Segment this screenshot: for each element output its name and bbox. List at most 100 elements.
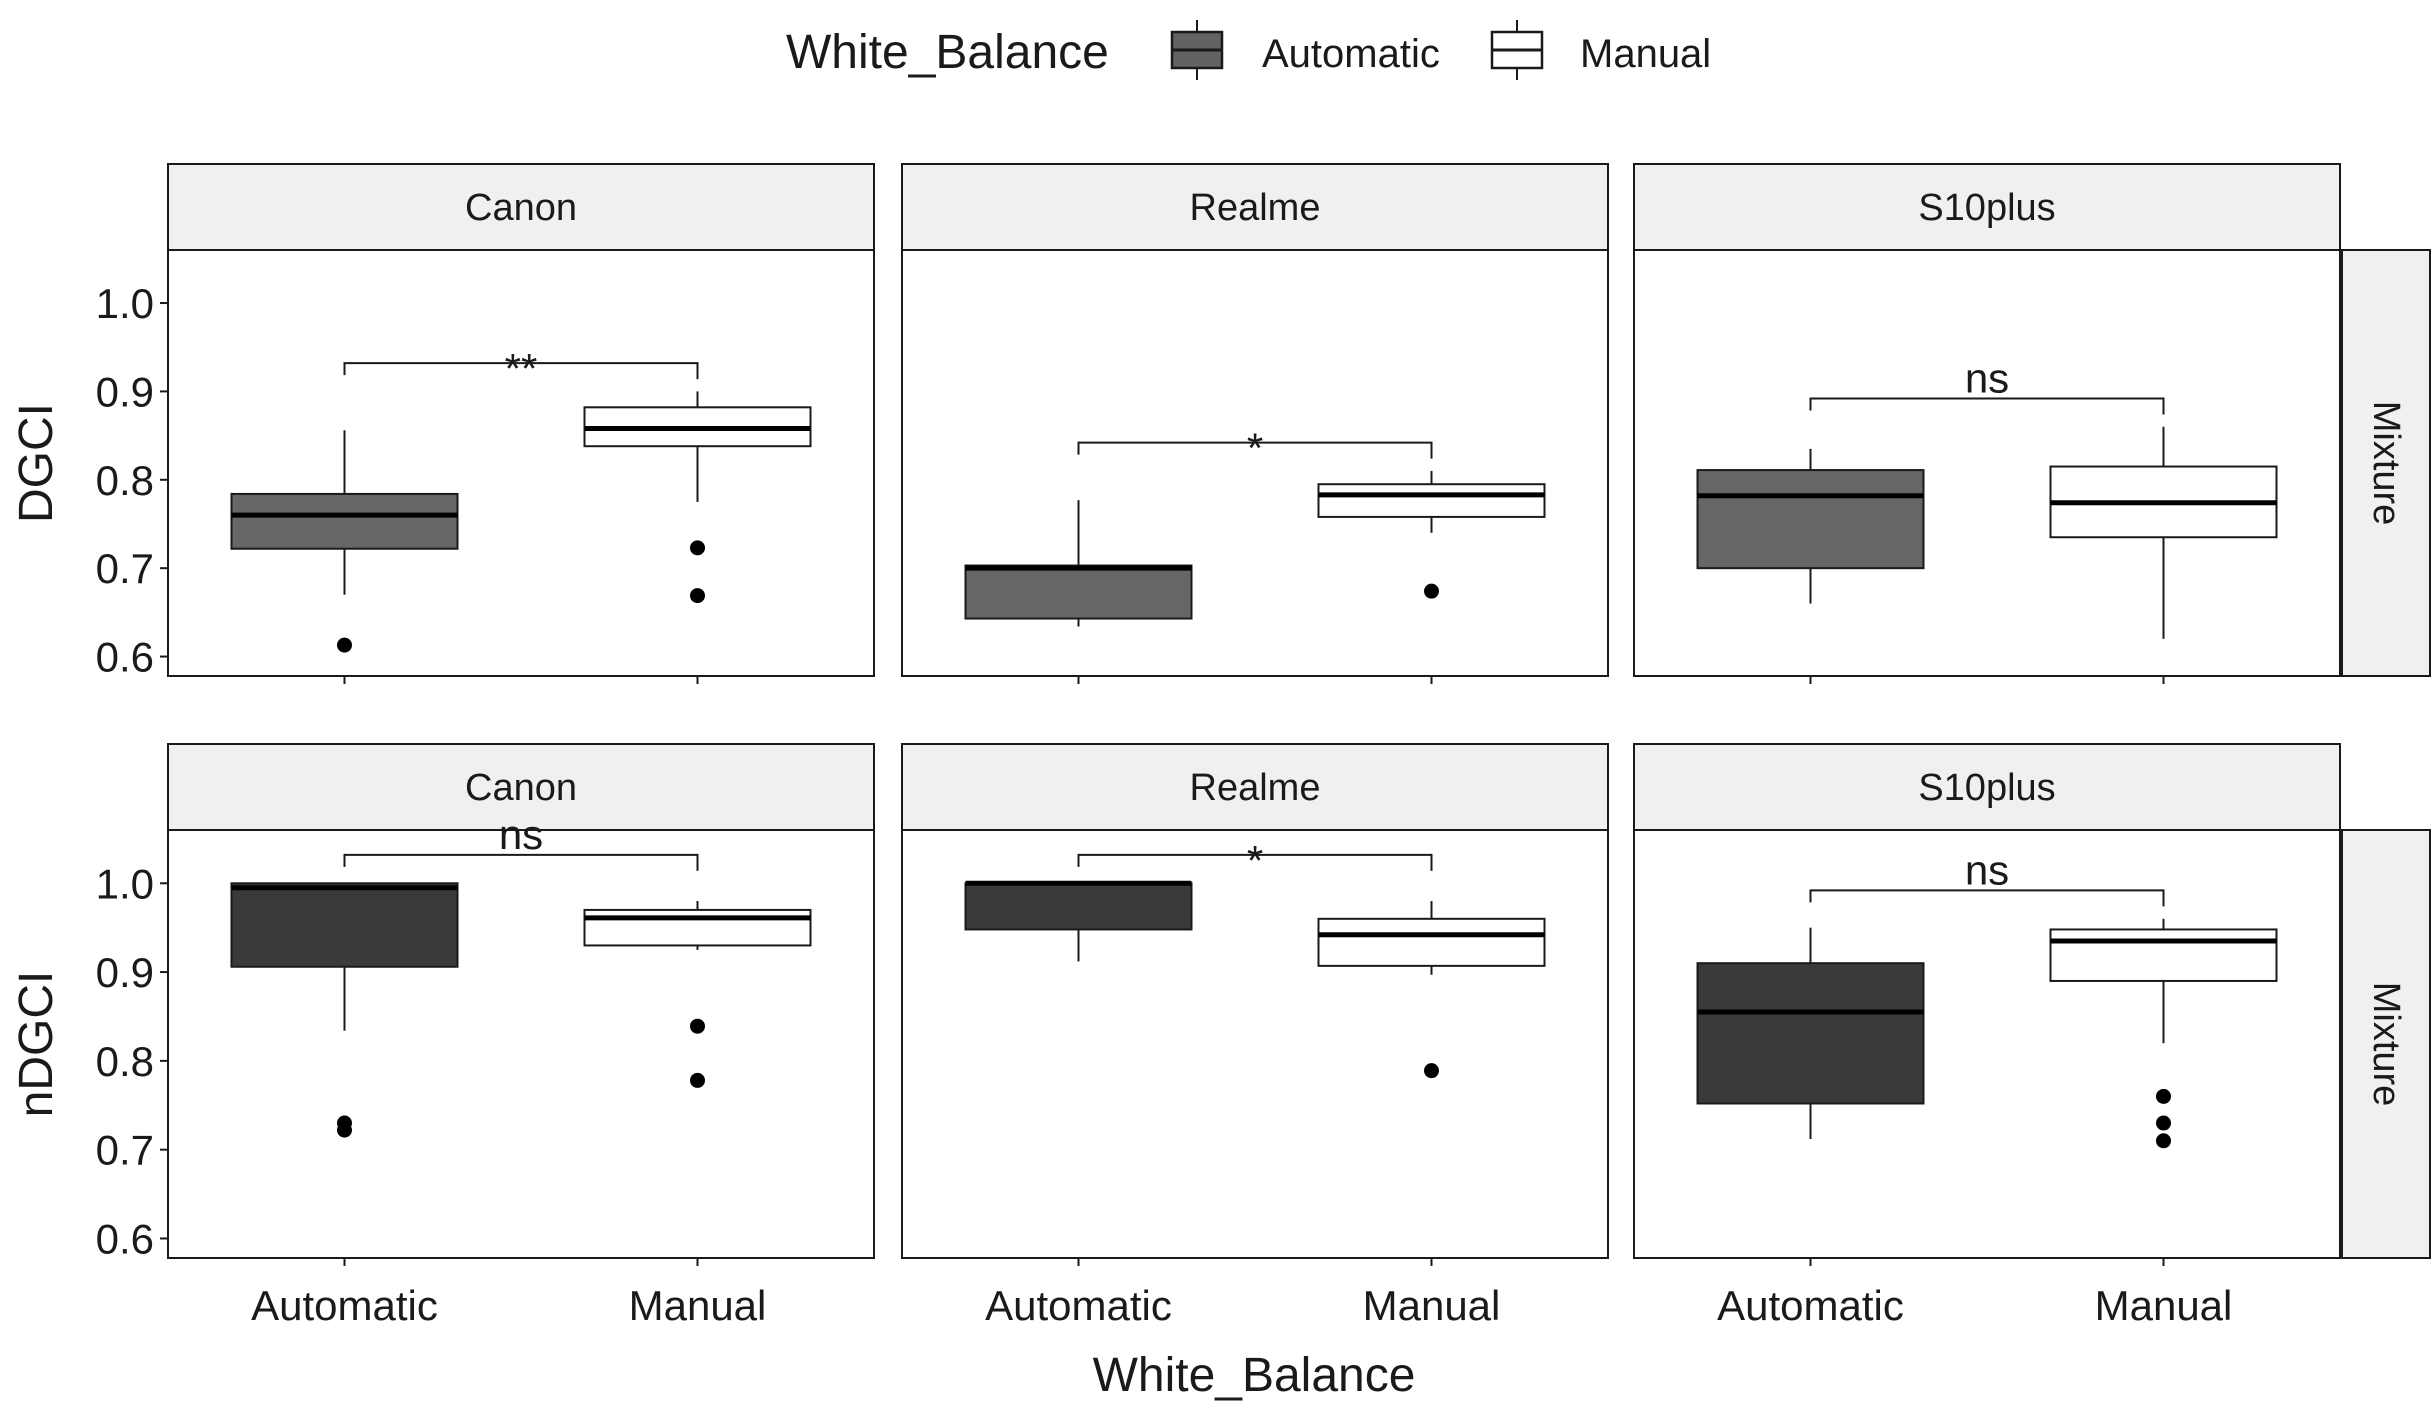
significance-bracket: *	[1077, 425, 1433, 472]
box-iqr	[1317, 483, 1546, 518]
y-tick-label: 0.8	[96, 1038, 154, 1085]
panel-border	[1633, 249, 2341, 677]
box-iqr	[964, 882, 1193, 931]
legend: White_Balance Automatic Manual	[786, 20, 1711, 80]
bracket-line	[1809, 889, 2165, 907]
column-strip-label: Canon	[465, 767, 577, 809]
significance-label: ns	[499, 811, 543, 858]
box-manual	[583, 901, 812, 1088]
bracket-line	[343, 853, 699, 871]
box-iqr	[583, 908, 812, 947]
significance-bracket: *	[1077, 837, 1433, 884]
box-iqr	[2049, 928, 2278, 982]
significance-label: ns	[1965, 846, 2009, 893]
y-tick-label: 0.6	[96, 634, 154, 681]
bracket-line	[343, 362, 699, 380]
y-tick-label: 0.6	[96, 1215, 154, 1262]
column-strip	[901, 163, 1609, 251]
legend-label-manual: Manual	[1580, 32, 1711, 76]
bracket-line	[1809, 397, 2165, 415]
box-iqr	[1696, 469, 1925, 570]
row-strip-label: Mixture	[2365, 982, 2407, 1107]
facet-row-dgci: 0.6 0.7 0.8 0.9 1.0 DGCI Mixture Canon ** Realme *…	[10, 163, 2431, 684]
y-tick-label: 0.7	[96, 1127, 154, 1174]
y-tick-label: 0.7	[96, 545, 154, 592]
box-iqr	[230, 882, 459, 968]
panel-ndgci-realme: Realme * Automatic Manual	[901, 743, 1609, 1329]
box-manual	[583, 391, 812, 604]
panel-border	[167, 249, 875, 677]
box-automatic	[230, 882, 459, 1138]
box-automatic	[964, 880, 1193, 962]
significance-bracket: **	[343, 345, 699, 392]
y-tick-label: 0.9	[96, 949, 154, 996]
y-tick-label: 0.8	[96, 457, 154, 504]
outlier-point	[690, 540, 705, 556]
y-tick-label: 1.0	[96, 860, 154, 907]
outlier-point	[2156, 1133, 2171, 1149]
box-manual	[2049, 426, 2278, 639]
box-automatic	[1696, 927, 1925, 1140]
y-tick-label: 1.0	[96, 280, 154, 327]
column-strip-label: Canon	[465, 187, 577, 229]
x-tick-label: Manual	[629, 1282, 767, 1329]
outlier-point	[337, 637, 352, 653]
y-axis-title: DGCI	[10, 403, 63, 523]
row-strip	[2341, 829, 2431, 1259]
box-iqr	[1696, 962, 1925, 1105]
box-manual	[1317, 901, 1546, 1079]
row-strip	[2341, 249, 2431, 677]
panel-dgci-s10plus: S10plus ns	[1633, 163, 2341, 684]
outlier-point	[1424, 583, 1439, 599]
box-iqr	[964, 564, 1193, 620]
box-manual	[2049, 918, 2278, 1149]
significance-bracket: ns	[343, 811, 699, 871]
outlier-point	[690, 588, 705, 604]
column-strip-label: S10plus	[1918, 187, 2055, 229]
box-automatic	[230, 430, 459, 653]
panel-ndgci-s10plus: S10plus ns Automatic Manual	[1633, 743, 2341, 1329]
column-strip	[901, 743, 1609, 831]
column-strip	[1633, 163, 2341, 251]
significance-bracket: ns	[1809, 846, 2165, 907]
legend-label-automatic: Automatic	[1262, 32, 1440, 76]
column-strip	[167, 163, 875, 251]
panel-dgci-realme: Realme *	[901, 163, 1609, 684]
x-tick-label: Automatic	[985, 1282, 1172, 1329]
outlier-point	[1424, 1063, 1439, 1079]
row-strip-label: Mixture	[2365, 401, 2407, 526]
column-strip	[167, 743, 875, 831]
outlier-point	[337, 1122, 352, 1138]
column-strip-label: S10plus	[1918, 767, 2055, 809]
x-axis-title: White_Balance	[1093, 1349, 1416, 1402]
column-strip-label: Realme	[1190, 187, 1321, 229]
outlier-point	[2156, 1115, 2171, 1131]
x-tick-label: Automatic	[251, 1282, 438, 1329]
significance-label: **	[505, 345, 538, 392]
x-tick-label: Manual	[1363, 1282, 1501, 1329]
x-tick-label: Automatic	[1717, 1282, 1904, 1329]
legend-title: White_Balance	[786, 26, 1109, 79]
box-iqr	[230, 492, 459, 550]
bracket-line	[1077, 441, 1433, 459]
bracket-line	[1077, 853, 1433, 871]
significance-label: *	[1247, 425, 1263, 472]
y-axis-title: nDGCI	[10, 971, 63, 1118]
column-strip-label: Realme	[1190, 767, 1321, 809]
panel-dgci-canon: Canon **	[167, 163, 875, 684]
significance-label: *	[1247, 837, 1263, 884]
outlier-point	[690, 1072, 705, 1088]
outlier-point	[2156, 1088, 2171, 1104]
outlier-point	[690, 1018, 705, 1034]
significance-bracket: ns	[1809, 354, 2165, 415]
box-iqr	[1317, 917, 1546, 967]
y-tick-label: 0.9	[96, 368, 154, 415]
box-automatic	[964, 500, 1193, 627]
box-manual	[1317, 470, 1546, 599]
significance-label: ns	[1965, 354, 2009, 401]
x-tick-label: Manual	[2095, 1282, 2233, 1329]
